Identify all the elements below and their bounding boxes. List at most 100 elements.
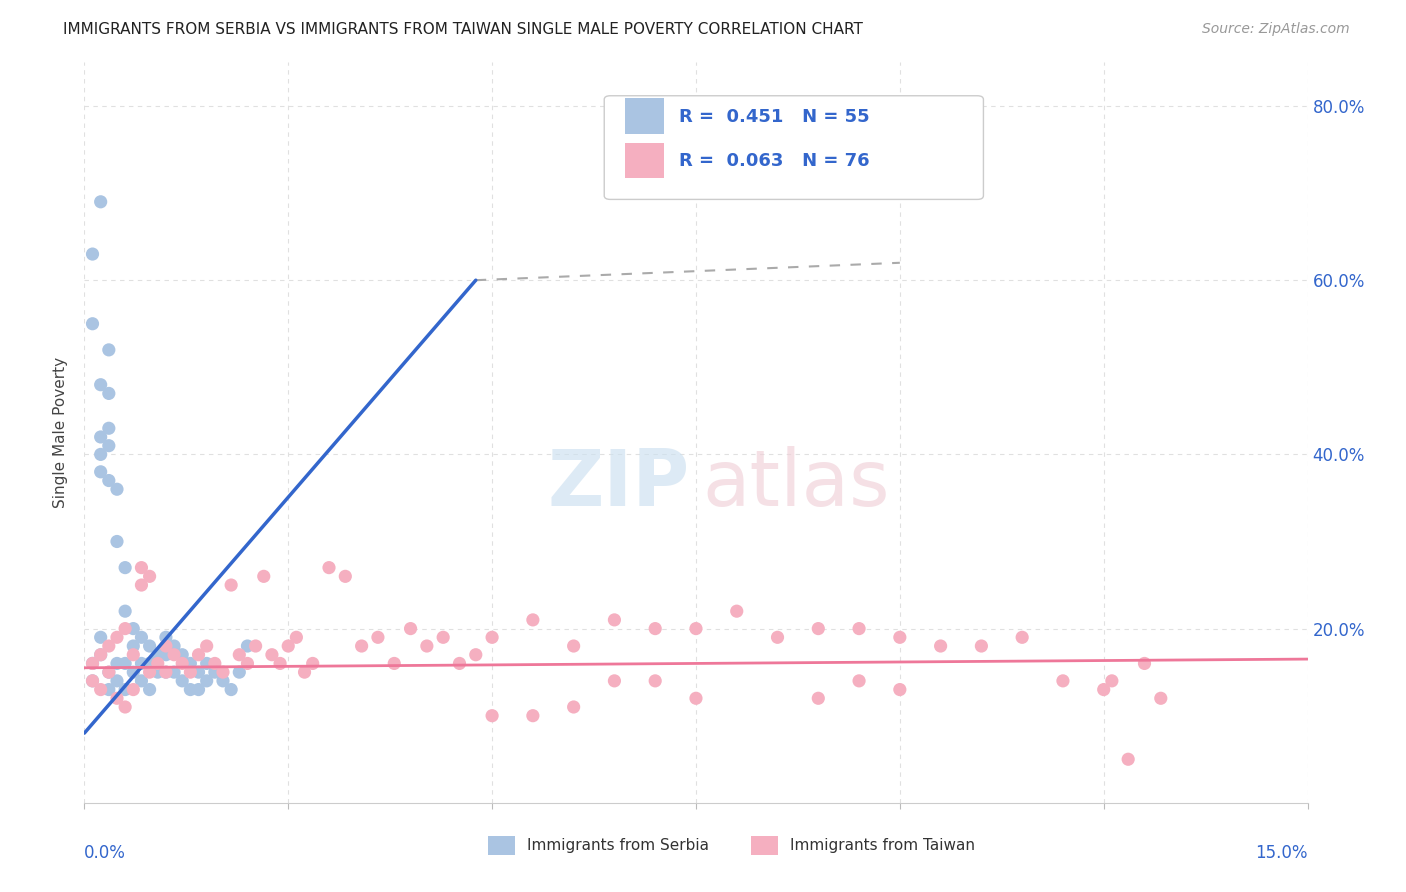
Point <box>522 613 544 627</box>
Text: R =  0.063   N = 76: R = 0.063 N = 76 <box>679 153 869 170</box>
Point <box>97 474 120 488</box>
Point <box>1052 673 1074 688</box>
Text: 15.0%: 15.0% <box>1256 844 1308 862</box>
Point <box>172 648 194 662</box>
Point <box>97 665 120 680</box>
Point <box>97 665 120 680</box>
Point <box>294 665 316 680</box>
Text: Immigrants from Taiwan: Immigrants from Taiwan <box>790 838 976 854</box>
Text: ZIP: ZIP <box>547 446 690 523</box>
Point <box>848 673 870 688</box>
Point <box>163 648 186 662</box>
Bar <box>626 143 664 178</box>
Point <box>122 648 145 662</box>
Text: atlas: atlas <box>702 446 890 523</box>
Point <box>807 622 830 636</box>
Point <box>807 691 830 706</box>
Point <box>114 560 136 574</box>
Point <box>138 682 160 697</box>
Point <box>138 569 160 583</box>
Point <box>522 708 544 723</box>
Point <box>90 447 112 461</box>
Point <box>1101 673 1123 688</box>
Point <box>90 682 112 697</box>
Point <box>301 657 323 671</box>
Point <box>929 639 952 653</box>
Point <box>163 665 186 680</box>
Point <box>350 639 373 653</box>
Point <box>416 639 439 653</box>
Point <box>644 673 666 688</box>
Point <box>90 377 112 392</box>
Point <box>155 665 177 680</box>
Point <box>449 657 471 671</box>
Point <box>335 569 357 583</box>
Point <box>114 604 136 618</box>
Point <box>399 622 422 636</box>
Point <box>889 630 911 644</box>
Text: Immigrants from Serbia: Immigrants from Serbia <box>527 838 709 854</box>
Point <box>195 673 218 688</box>
Point <box>187 648 209 662</box>
Point <box>179 665 201 680</box>
Point <box>82 673 104 688</box>
Point <box>122 622 145 636</box>
Point <box>228 648 250 662</box>
Point <box>603 613 626 627</box>
Point <box>970 639 993 653</box>
Point <box>97 682 120 697</box>
Point <box>195 657 218 671</box>
Point <box>114 682 136 697</box>
Point <box>105 673 128 688</box>
Text: 0.0%: 0.0% <box>84 844 127 862</box>
Point <box>219 578 242 592</box>
Point <box>82 673 104 688</box>
Point <box>260 648 283 662</box>
Point <box>685 691 707 706</box>
Point <box>90 430 112 444</box>
Point <box>219 682 242 697</box>
Point <box>204 665 226 680</box>
Point <box>562 639 585 653</box>
Point <box>155 665 177 680</box>
Point <box>367 630 389 644</box>
Point <box>1150 691 1173 706</box>
Point <box>97 439 120 453</box>
Point <box>277 639 299 653</box>
Point <box>236 657 259 671</box>
Point <box>889 682 911 697</box>
Point <box>155 648 177 662</box>
Point <box>155 639 177 653</box>
Point <box>766 630 789 644</box>
Text: R =  0.451   N = 55: R = 0.451 N = 55 <box>679 108 869 126</box>
Point <box>725 604 748 618</box>
Point <box>285 630 308 644</box>
Point <box>90 648 112 662</box>
Text: IMMIGRANTS FROM SERBIA VS IMMIGRANTS FROM TAIWAN SINGLE MALE POVERTY CORRELATION: IMMIGRANTS FROM SERBIA VS IMMIGRANTS FRO… <box>63 22 863 37</box>
Point <box>481 708 503 723</box>
Point <box>114 657 136 671</box>
Point <box>179 682 201 697</box>
Point <box>195 639 218 653</box>
Bar <box>751 836 778 855</box>
Point <box>82 247 104 261</box>
Point <box>122 682 145 697</box>
Point <box>90 648 112 662</box>
Point <box>163 639 186 653</box>
Point <box>105 482 128 496</box>
Point <box>131 630 153 644</box>
Point <box>90 630 112 644</box>
Point <box>82 657 104 671</box>
Point <box>432 630 454 644</box>
Point <box>172 673 194 688</box>
Point <box>685 622 707 636</box>
Point <box>1092 682 1115 697</box>
Point <box>138 639 160 653</box>
Point <box>131 560 153 574</box>
Y-axis label: Single Male Poverty: Single Male Poverty <box>53 357 69 508</box>
Point <box>212 665 235 680</box>
Point <box>105 630 128 644</box>
Point <box>1133 657 1156 671</box>
Point <box>90 465 112 479</box>
FancyBboxPatch shape <box>605 95 983 200</box>
